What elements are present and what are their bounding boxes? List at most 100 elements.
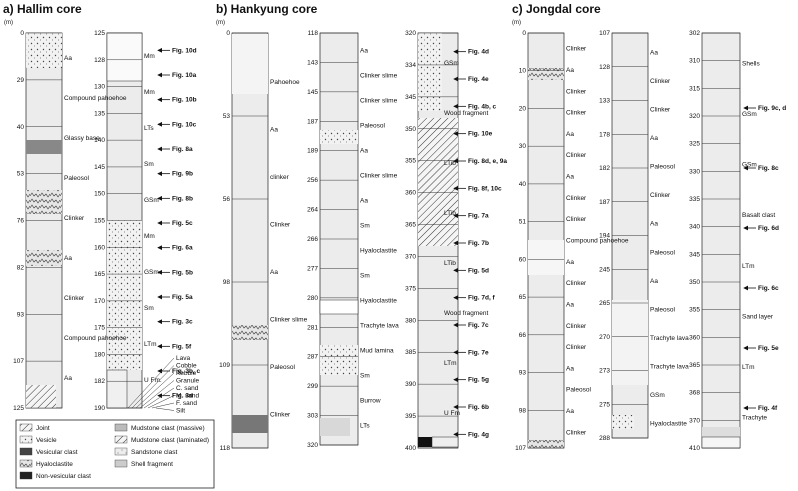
figure-reference: Fig. 10a [172, 72, 197, 79]
unit-label: Aa [64, 255, 72, 262]
unit-label: Aa [64, 55, 72, 62]
unit-label: Paleosol [650, 306, 675, 313]
grain-size-label: F. sand [176, 400, 197, 407]
hankyung-ufm-unit [431, 436, 459, 448]
depth-tick: 76 [17, 218, 25, 225]
jongdal-col2-depth-ticks: 107 128 133 178 182 187 194 245 265 270 273 275 288 [599, 30, 648, 442]
depth-tick: 82 [17, 264, 25, 271]
unit-label: Clinker slime [360, 73, 398, 80]
depth-tick: 400 [405, 445, 416, 452]
depth-tick: 170 [94, 298, 105, 305]
grain-leader [155, 407, 175, 411]
hallim-figure-references: Fig. 10d Fig. 10a Fig. 10b Fig. 10c Fig. 8a F… [157, 47, 201, 400]
depth-tick: 281 [307, 324, 318, 331]
depth-tick: 109 [219, 362, 230, 369]
depth-tick: 370 [405, 253, 416, 260]
unit-label: Clinker slime [360, 173, 398, 180]
depth-tick: 160 [94, 244, 105, 251]
unit-label: Wood fragment [444, 310, 489, 317]
unit-label: Clinker [270, 411, 291, 418]
grain-leader [147, 395, 175, 409]
unit-label: Mm [144, 233, 155, 240]
hallim-left-depth-ticks: 0 29 40 53 76 82 93 107 125 [13, 30, 62, 412]
unit-label: Clinker [566, 195, 587, 202]
unit-label: Clinker [566, 152, 587, 159]
hallim-right-depth-ticks: 125 128 130 135 140 145 150 155 160 165 170 175 180 1… [94, 30, 142, 412]
unit-label: Clinker [566, 344, 587, 351]
figure-reference: Fig. 7b [468, 240, 489, 247]
depth-tick: 145 [307, 89, 318, 96]
jongdal-col1-labels: Clinker Aa Clinker Clinker Aa Clinker Aa Clinke… [566, 46, 629, 437]
unit-label: Paleosol [650, 164, 675, 171]
unit-label: Aa [566, 67, 574, 74]
hallim-right-unit-labels: Mm Mm LTs Sm GSm Mm GSm Sm LTm U Fm. [144, 53, 162, 384]
unit-label: Clinker [566, 429, 587, 436]
grain-leader [143, 387, 175, 409]
depth-tick: 310 [689, 58, 700, 65]
unit-label: Sm [360, 373, 370, 380]
hankyung-column-1 [231, 32, 269, 449]
unit-label: Mm [144, 89, 155, 96]
depth-tick: 0 [20, 30, 24, 37]
legend-swatch [114, 447, 128, 456]
depth-tick: 30 [519, 143, 527, 150]
grain-leader [135, 372, 175, 409]
depth-tick: 98 [519, 407, 527, 414]
depth-tick: 355 [405, 158, 416, 165]
panel-a-title: a) Hallim core [3, 2, 82, 16]
panel-c-jongdal: c) Jongdal core (m) 0 10 20 30 40 51 60 65 66 93 9… [512, 2, 786, 452]
depth-tick: 345 [689, 251, 700, 258]
hankyung-base-marker [418, 437, 432, 447]
depth-tick: 10 [519, 68, 527, 75]
unit-label: Mud lamina [360, 348, 394, 355]
panel-c-unit: (m) [512, 20, 521, 26]
unit-label: Clinker [64, 215, 85, 222]
hallim-clinker-unit-2 [26, 250, 62, 266]
unit-label: Aa [360, 198, 368, 205]
jongdal-trachyte-lava [612, 300, 648, 385]
depth-tick: 245 [599, 266, 610, 273]
depth-tick: 187 [307, 118, 318, 125]
unit-label: Clinker [650, 192, 671, 199]
depth-tick: 410 [689, 445, 700, 452]
depth-tick: 320 [307, 442, 318, 449]
unit-label: Glassy base [64, 135, 100, 142]
figure-reference: Fig. 6a [172, 245, 193, 252]
panel-b-title: b) Hankyung core [216, 2, 318, 16]
jongdal-col2-labels: Aa Clinker Clinker Aa Paleosol Clinker Aa Paleo… [650, 49, 689, 427]
depth-tick: 98 [223, 279, 231, 286]
unit-label: LTib [444, 160, 456, 167]
grain-leader [151, 402, 175, 409]
unit-label: Trachyte lava [650, 335, 689, 342]
depth-tick: 125 [94, 30, 105, 37]
panel-a-hallim: a) Hallim core (m) 0 29 40 53 76 82 93 107 125 1… [3, 2, 201, 415]
hankyung-clinker-unit [232, 325, 268, 340]
legend-item-label: Mudstone clast (laminated) [131, 437, 209, 444]
depth-tick: 93 [17, 311, 25, 318]
jongdal-gsm [612, 415, 634, 429]
unit-label: Clinker [650, 78, 671, 85]
depth-tick: 273 [599, 368, 610, 375]
unit-label: Clinker [64, 295, 85, 302]
depth-tick: 256 [307, 177, 318, 184]
depth-tick: 365 [405, 222, 416, 229]
hankyung-col1-labels: Pahoehoe Aa clinker Clinker Aa Clinker slime P… [270, 79, 308, 419]
unit-label: Hyaloclastite [360, 298, 397, 305]
figure-reference: Fig. 5g [468, 377, 489, 384]
unit-label: Sm [144, 161, 154, 168]
depth-tick: 133 [599, 98, 610, 105]
depth-tick: 340 [689, 224, 700, 231]
unit-label: Aa [566, 408, 574, 415]
unit-label: Compound pahoehoe [566, 238, 629, 245]
figure-reference: Fig. 7a [468, 213, 489, 220]
unit-label: Aa [566, 259, 574, 266]
unit-label: Clinker [566, 323, 587, 330]
figure-reference: Fig. 3d [172, 393, 193, 400]
unit-label: LTib [444, 210, 456, 217]
jongdal-col1-depth-ticks: 0 10 20 30 40 51 60 65 66 93 98 107 [515, 30, 564, 452]
jongdal-col3-depth-ticks: 302 310 315 320 325 330 335 340 345 350 355 360 365 3… [689, 30, 740, 452]
depth-tick: 189 [307, 148, 318, 155]
panel-a-unit: (m) [4, 20, 13, 26]
figure-reference: Fig. 5d [468, 267, 489, 274]
